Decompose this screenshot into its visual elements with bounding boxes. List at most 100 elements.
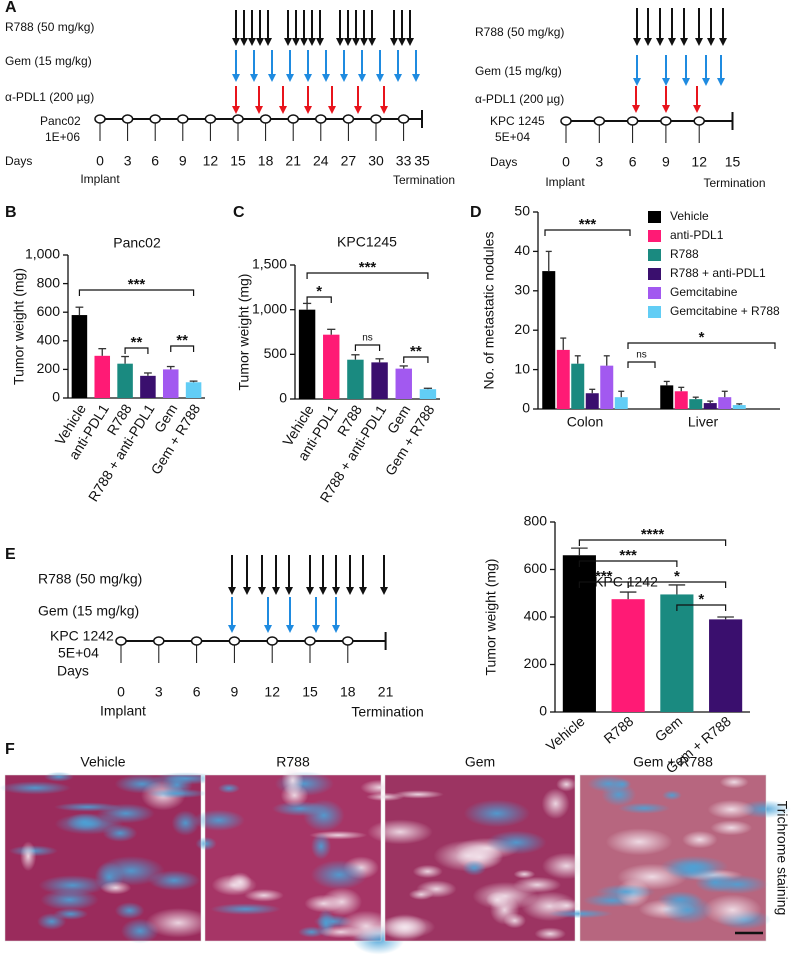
significance-bracket — [578, 539, 727, 546]
dose-arrowhead — [312, 625, 320, 633]
stain-label: Trichrome staining — [774, 801, 790, 916]
timeline-point — [259, 114, 272, 124]
y-tick-label: 200 — [37, 360, 61, 376]
drug-label: R788 (50 mg/kg) — [38, 571, 142, 587]
dose-arrowhead — [332, 625, 340, 633]
timeline-point — [626, 116, 639, 126]
significance-bracket — [578, 560, 678, 567]
histology-texture — [662, 790, 682, 801]
histology-frame — [204, 774, 382, 942]
timeline-point — [287, 114, 299, 124]
histology-texture — [303, 799, 345, 832]
bar — [185, 382, 202, 398]
histology-texture — [710, 820, 753, 836]
significance-label: *** — [359, 259, 377, 276]
bar — [542, 271, 556, 409]
timeline-point — [304, 636, 316, 646]
dose-arrowhead — [412, 74, 420, 82]
dose-arrowhead — [682, 78, 690, 86]
significance-label: ns — [362, 333, 373, 344]
chart-title: Panc02 — [113, 235, 161, 251]
histology-texture — [217, 783, 240, 794]
bar — [585, 393, 599, 409]
histology-texture — [114, 902, 145, 920]
significance-label: * — [698, 591, 704, 608]
start-label: Implant — [80, 172, 120, 186]
dose-arrowhead — [632, 105, 640, 113]
y-tick-label: 400 — [37, 332, 61, 348]
bar — [614, 397, 628, 409]
day-label: 18 — [258, 153, 274, 169]
day-label: 12 — [264, 684, 280, 700]
bar — [732, 405, 746, 409]
day-label: 24 — [313, 153, 329, 169]
histology-texture — [321, 887, 363, 917]
dose-arrowhead — [702, 78, 710, 86]
day-label: 33 — [396, 153, 412, 169]
histology-texture — [547, 909, 613, 919]
significance-label: * — [674, 568, 680, 585]
histology-texture — [38, 875, 107, 896]
dose-arrowhead — [633, 78, 641, 86]
day-label: 3 — [124, 153, 132, 169]
dose-arrowhead — [319, 587, 327, 595]
day-label: 9 — [662, 154, 670, 170]
histology-texture — [382, 913, 427, 942]
drug-label: α-PDL1 (200 µg) — [5, 90, 94, 104]
histology-texture — [703, 894, 762, 926]
histology-texture — [618, 802, 671, 814]
bar — [395, 368, 412, 399]
start-label: Implant — [100, 703, 146, 719]
drug-label: R788 (50 mg/kg) — [5, 20, 94, 34]
bar — [347, 359, 364, 399]
dose-arrowhead — [398, 38, 406, 46]
legend-swatch — [648, 268, 661, 280]
dose-arrowhead — [306, 587, 314, 595]
cells-label: 5E+04 — [495, 130, 530, 144]
day-label: 0 — [562, 154, 570, 170]
histology-frame — [4, 774, 202, 942]
bar — [71, 315, 88, 398]
panel-letter: F — [5, 741, 15, 758]
dose-arrowhead — [250, 74, 258, 82]
dose-arrowhead — [292, 38, 300, 46]
bar — [94, 355, 111, 398]
dose-arrowhead — [268, 74, 276, 82]
significance-label: ** — [131, 334, 143, 351]
timeline-point — [228, 636, 241, 646]
y-tick-label: 0 — [279, 390, 287, 406]
chart-title: KPC1245 — [337, 234, 397, 250]
dose-arrowhead — [286, 625, 294, 633]
drug-label: R788 (50 mg/kg) — [475, 25, 564, 39]
timeline-point — [115, 636, 127, 646]
histology-texture — [100, 881, 132, 895]
significance-bracket — [170, 345, 195, 352]
y-tick-label: 40 — [514, 242, 530, 258]
day-label: 6 — [629, 154, 637, 170]
timeline-point — [560, 116, 572, 126]
x-tick-label: Vehicle — [543, 713, 588, 754]
significance-bracket — [403, 356, 429, 363]
histology-texture — [595, 884, 656, 900]
dose-arrowhead — [359, 587, 367, 595]
significance-bracket — [627, 342, 776, 349]
histology-texture — [412, 864, 443, 879]
significance-label: ** — [410, 343, 422, 360]
y-tick-label: 0 — [522, 400, 530, 416]
day-label: 30 — [368, 153, 384, 169]
timeline-point — [94, 114, 106, 124]
dose-arrowhead — [340, 74, 348, 82]
bar — [162, 369, 179, 398]
y-tick-label: 200 — [524, 655, 548, 671]
histology-texture — [463, 799, 531, 828]
cells-label: 1E+06 — [45, 130, 80, 144]
dose-arrowhead — [272, 587, 280, 595]
dose-arrowhead — [304, 106, 312, 114]
dose-arrowhead — [644, 38, 652, 46]
y-axis-label: Tumor weight (mg) — [11, 268, 27, 385]
bar — [323, 334, 340, 399]
cells-label: 5E+04 — [58, 645, 99, 661]
timeline-point — [121, 114, 134, 124]
day-label: 21 — [285, 153, 301, 169]
dose-arrowhead — [336, 38, 344, 46]
